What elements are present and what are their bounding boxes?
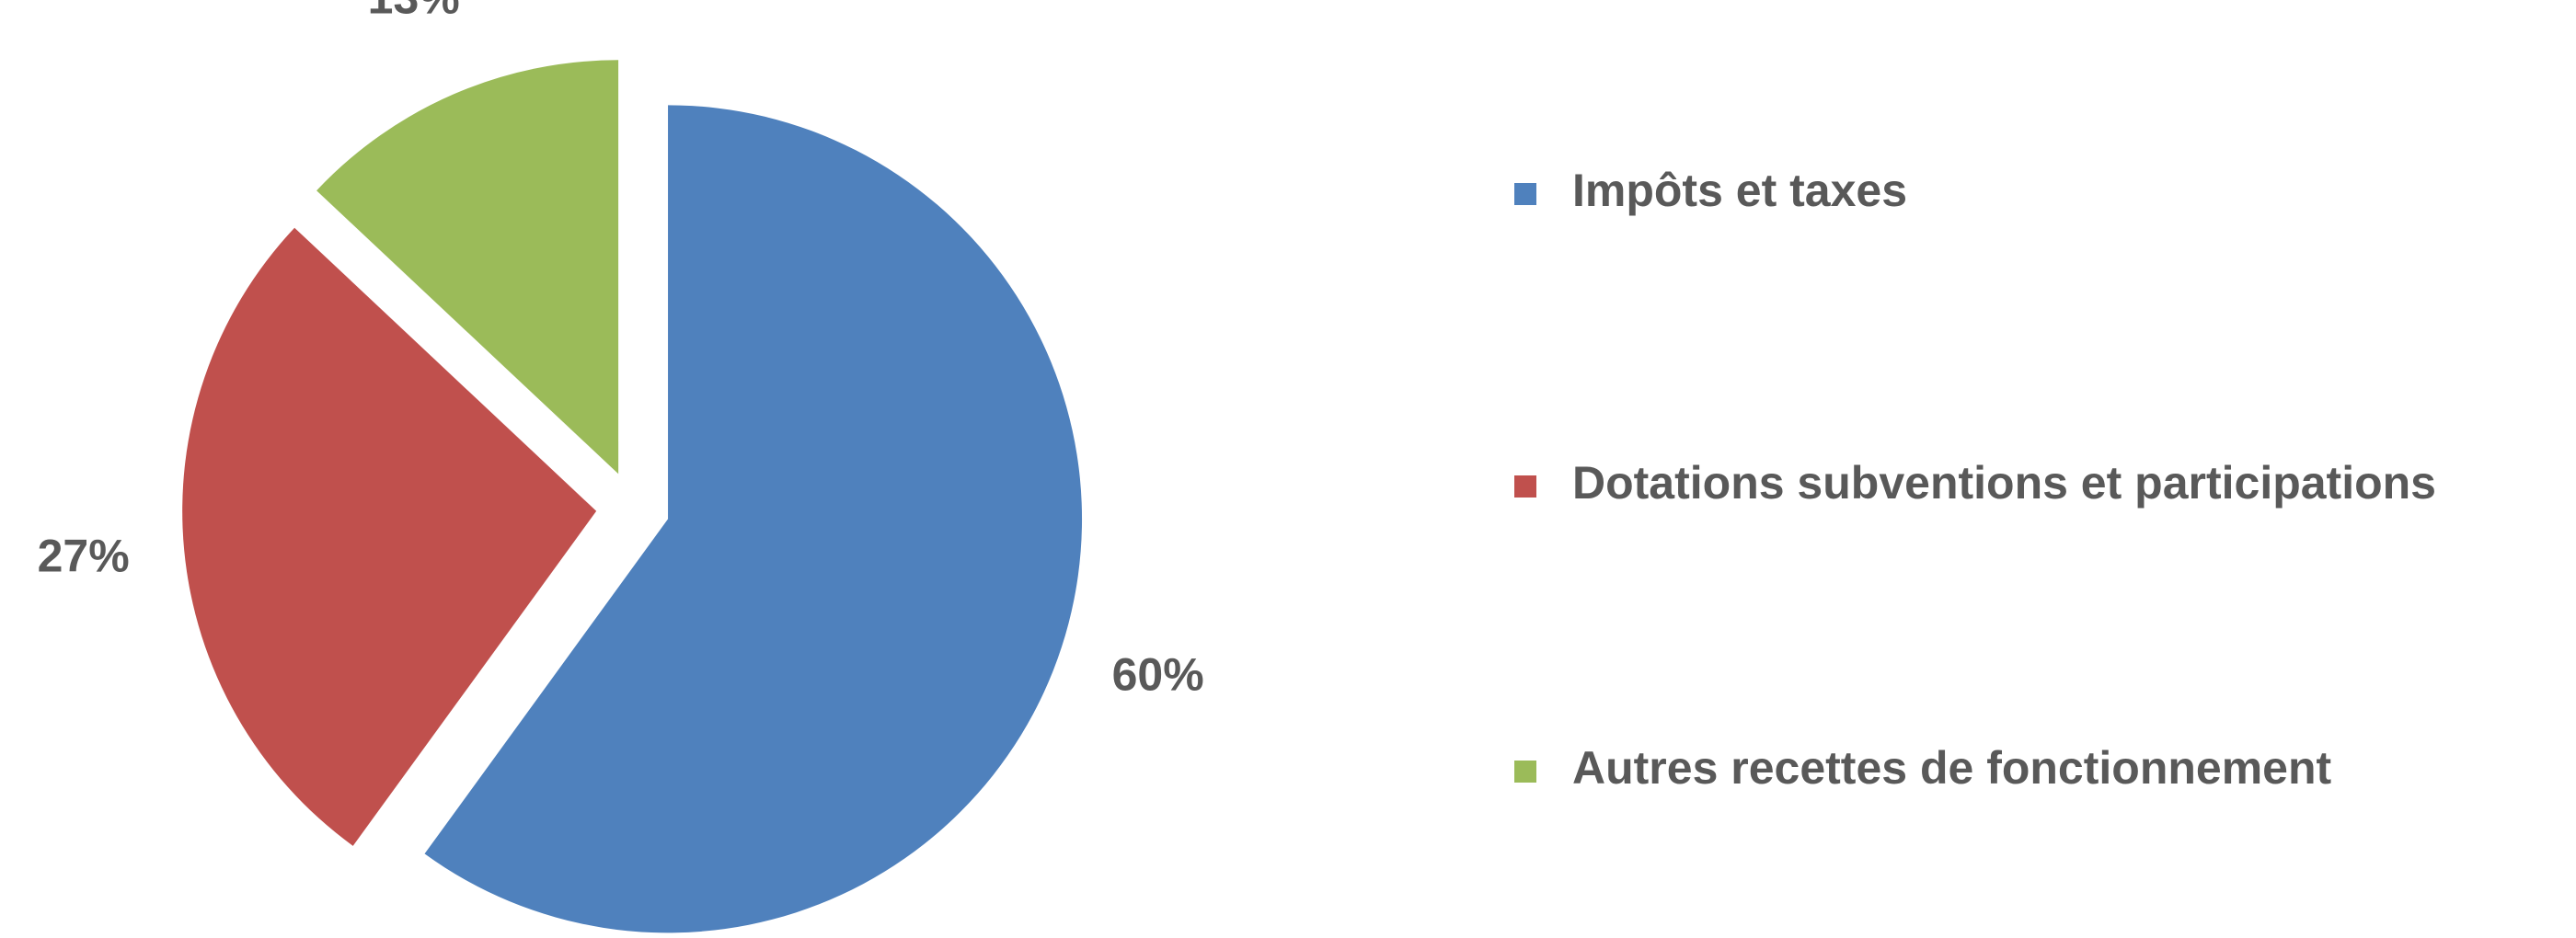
data-label: 13% <box>368 0 460 24</box>
legend-swatch <box>1514 475 1536 498</box>
data-label: 60% <box>1112 649 1204 701</box>
pie-slice <box>316 60 619 475</box>
legend-swatch <box>1514 183 1536 205</box>
legend-label: Dotations subventions et participations <box>1572 457 2436 509</box>
pie-slice <box>424 105 1083 933</box>
pie-slice <box>182 227 597 846</box>
legend-label: Impôts et taxes <box>1572 165 1907 216</box>
legend-swatch <box>1514 761 1536 783</box>
data-label: 27% <box>38 531 130 582</box>
legend-label: Autres recettes de fonctionnement <box>1572 742 2332 794</box>
